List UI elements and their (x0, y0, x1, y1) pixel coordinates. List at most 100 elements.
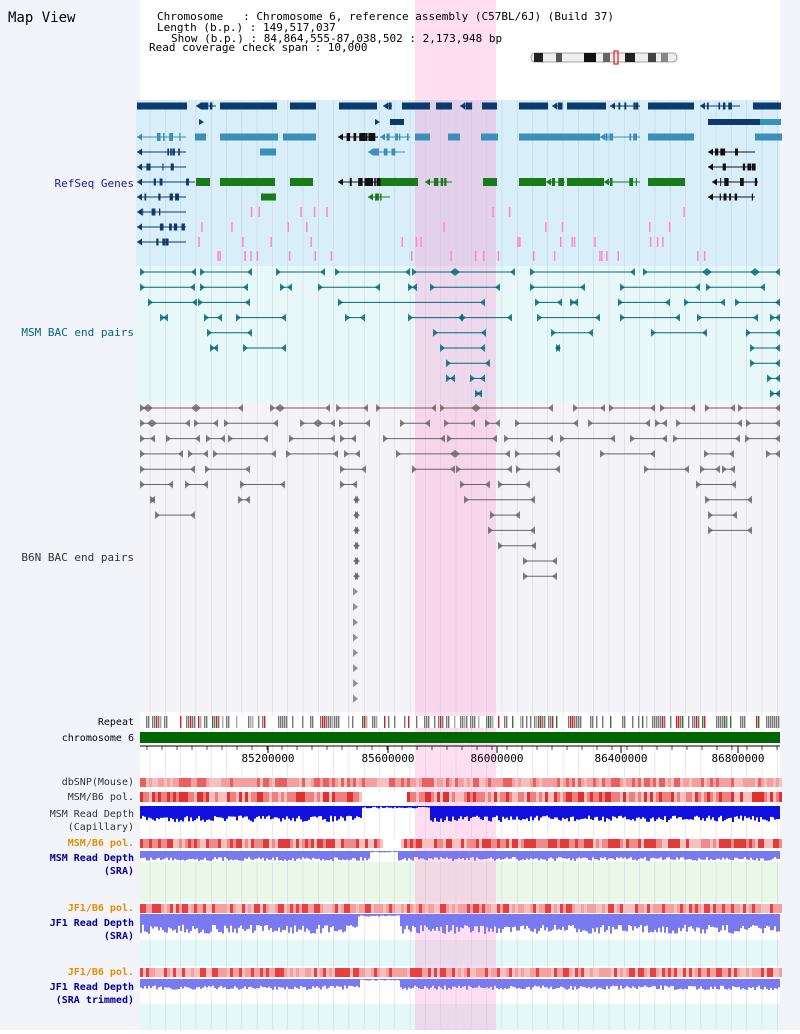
depth-bar (480, 979, 482, 988)
chromosome-bar[interactable] (140, 732, 780, 743)
track-label-msm-depth-sra-1[interactable]: MSM Read Depth (50, 853, 134, 864)
depth-bar (674, 914, 676, 934)
depth-bar (558, 979, 560, 988)
chromosome-ideogram[interactable] (530, 50, 678, 65)
heat-cell (566, 839, 569, 848)
track-label-jf1-depth-sra-1[interactable]: JF1 Read Depth (50, 918, 134, 929)
depth-bar (776, 806, 778, 819)
heat-cell (506, 839, 509, 848)
highlight-region[interactable] (415, 0, 496, 1030)
track-label-jf1-pol-trim[interactable]: JF1/B6 pol. (68, 967, 134, 978)
jf1-pol-heat-strip[interactable] (140, 904, 782, 913)
track-label-refseq[interactable]: RefSeq Genes (55, 177, 134, 190)
msm-bac-end-pairs-track[interactable] (140, 268, 780, 398)
depth-bar (140, 979, 142, 988)
depth-bar (524, 851, 526, 861)
repeat-element (324, 716, 326, 728)
gene-exon (633, 133, 637, 141)
bac-end-marker (464, 495, 469, 504)
heat-cell (182, 778, 185, 787)
track-label-chromosome[interactable]: chromosome 6 (62, 733, 134, 744)
depth-bar (680, 851, 682, 858)
gene-marker (474, 251, 477, 261)
bac-end-marker (618, 298, 623, 307)
heat-cell (380, 968, 383, 977)
depth-bar (186, 806, 188, 817)
heat-cell (467, 904, 470, 913)
heat-cell (698, 839, 701, 848)
depth-bar (164, 914, 166, 933)
msm-pol-capillary-heat-strip[interactable] (140, 792, 782, 802)
heat-cell (617, 968, 620, 977)
depth-bar (578, 851, 580, 858)
jf1-read-depth-sra[interactable] (140, 914, 780, 934)
bac-end-marker (530, 495, 535, 504)
heat-cell (377, 792, 380, 802)
track-label-msm-depth-cap-1[interactable]: MSM Read Depth (50, 809, 134, 820)
track-label-b6n-bac[interactable]: B6N BAC end pairs (21, 551, 134, 564)
depth-bar (294, 914, 296, 926)
heat-cell (683, 778, 686, 787)
depth-bar (204, 979, 206, 987)
depth-bar (694, 914, 696, 932)
track-label-dbsnp[interactable]: dbSNP(Mouse) (62, 777, 134, 788)
depth-bar (326, 806, 328, 822)
depth-bar (554, 979, 556, 989)
depth-bar (306, 851, 308, 858)
heat-cell (143, 968, 146, 977)
depth-bar (744, 806, 746, 817)
jf1-read-depth-sra-trimmed[interactable] (140, 979, 780, 990)
depth-bar (588, 851, 590, 860)
depth-bar (268, 851, 270, 860)
track-label-msm-pol-sra[interactable]: MSM/B6 pol. (68, 838, 134, 849)
depth-bar (358, 806, 360, 818)
msm-read-depth-sra[interactable] (140, 851, 780, 861)
depth-bar (156, 851, 158, 859)
depth-bar (664, 979, 666, 986)
heat-cell (704, 904, 707, 913)
track-label-jf1-depth-trim-1[interactable]: JF1 Read Depth (50, 982, 134, 993)
bac-end-marker (588, 419, 593, 428)
msm-pol-sra-heat-strip[interactable] (140, 839, 782, 848)
depth-bar (286, 979, 288, 987)
track-label-msm-bac[interactable]: MSM BAC end pairs (21, 326, 134, 339)
depth-bar (390, 914, 392, 916)
depth-bar (596, 806, 598, 817)
depth-bar (668, 851, 670, 858)
bac-end-marker (207, 328, 212, 337)
heat-cell (281, 778, 284, 787)
depth-bar (358, 979, 360, 988)
heat-cell (464, 968, 467, 977)
depth-bar (632, 806, 634, 820)
heat-cell (434, 778, 437, 787)
depth-bar (484, 979, 486, 989)
track-label-repeat[interactable]: Repeat (98, 717, 134, 728)
gene-exon (209, 102, 213, 110)
repeat-element (154, 716, 156, 728)
b6n-bac-end-pairs-track[interactable] (140, 404, 780, 703)
refseq-genes-track[interactable] (137, 102, 782, 262)
depth-bar (428, 979, 430, 990)
depth-bar (668, 806, 670, 820)
heat-cell (710, 839, 713, 848)
repeat-element (362, 716, 364, 728)
jf1-pol-trimmed-heat-strip[interactable] (140, 968, 782, 977)
depth-bar (546, 851, 548, 861)
heat-cell (758, 968, 761, 977)
bac-end-marker (643, 268, 648, 276)
track-label-msm-pol-cap[interactable]: MSM/B6 pol. (68, 792, 134, 803)
msm-read-depth-capillary[interactable] (140, 806, 780, 822)
bac-end-marker (548, 434, 553, 443)
repeat-track[interactable] (140, 716, 780, 728)
dbsnp-heat-strip[interactable] (140, 778, 782, 787)
depth-bar (472, 914, 474, 931)
heat-cell (263, 904, 266, 913)
heat-cell (398, 968, 401, 977)
heat-cell (572, 778, 575, 787)
heat-cell (650, 904, 653, 913)
depth-bar (514, 806, 516, 820)
depth-bar (238, 979, 240, 990)
track-label-jf1-pol[interactable]: JF1/B6 pol. (68, 903, 134, 914)
depth-bar (500, 806, 502, 822)
heat-cell (713, 778, 716, 787)
